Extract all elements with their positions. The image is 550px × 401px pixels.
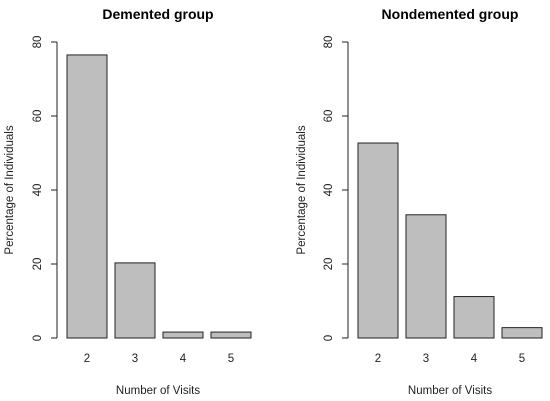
- bar: [453, 296, 495, 339]
- y-tick-label: 60: [323, 110, 335, 123]
- x-tick-label: 4: [180, 353, 187, 365]
- y-tick-label: 20: [32, 258, 44, 271]
- y-tick-label: 40: [323, 184, 335, 197]
- y-tick-label: 0: [32, 335, 44, 341]
- bar: [66, 54, 108, 339]
- bar: [501, 327, 543, 339]
- x-tick-label: 5: [228, 353, 234, 365]
- chart-title: Nondemented group: [382, 6, 519, 22]
- y-axis-title: Percentage of Individuals: [296, 125, 308, 254]
- bar: [357, 142, 399, 339]
- x-tick-label: 2: [84, 353, 90, 365]
- x-tick-label: 4: [471, 353, 478, 365]
- y-tick-label: 80: [323, 36, 335, 49]
- x-axis-title: Number of Visits: [408, 385, 492, 397]
- chart-title: Demented group: [102, 6, 213, 22]
- x-tick-label: 5: [519, 353, 525, 365]
- y-tick-label: 40: [32, 184, 44, 197]
- x-tick-label: 2: [375, 353, 381, 365]
- y-tick-label: 20: [323, 258, 335, 271]
- bar: [405, 214, 447, 339]
- bar: [210, 331, 252, 339]
- y-tick-label: 0: [323, 335, 335, 341]
- x-tick-label: 3: [423, 353, 429, 365]
- y-axis-title: Percentage of Individuals: [4, 125, 16, 254]
- bar: [114, 262, 156, 339]
- y-tick-label: 60: [32, 110, 44, 123]
- y-tick-label: 80: [32, 36, 44, 49]
- panel-demented: Demented group Percentage of Individuals…: [4, 6, 252, 397]
- x-tick-label: 3: [132, 353, 138, 365]
- x-axis-title: Number of Visits: [116, 385, 200, 397]
- panel-nondemented: Nondemented group Percentage of Individu…: [296, 6, 543, 397]
- bar: [162, 331, 204, 339]
